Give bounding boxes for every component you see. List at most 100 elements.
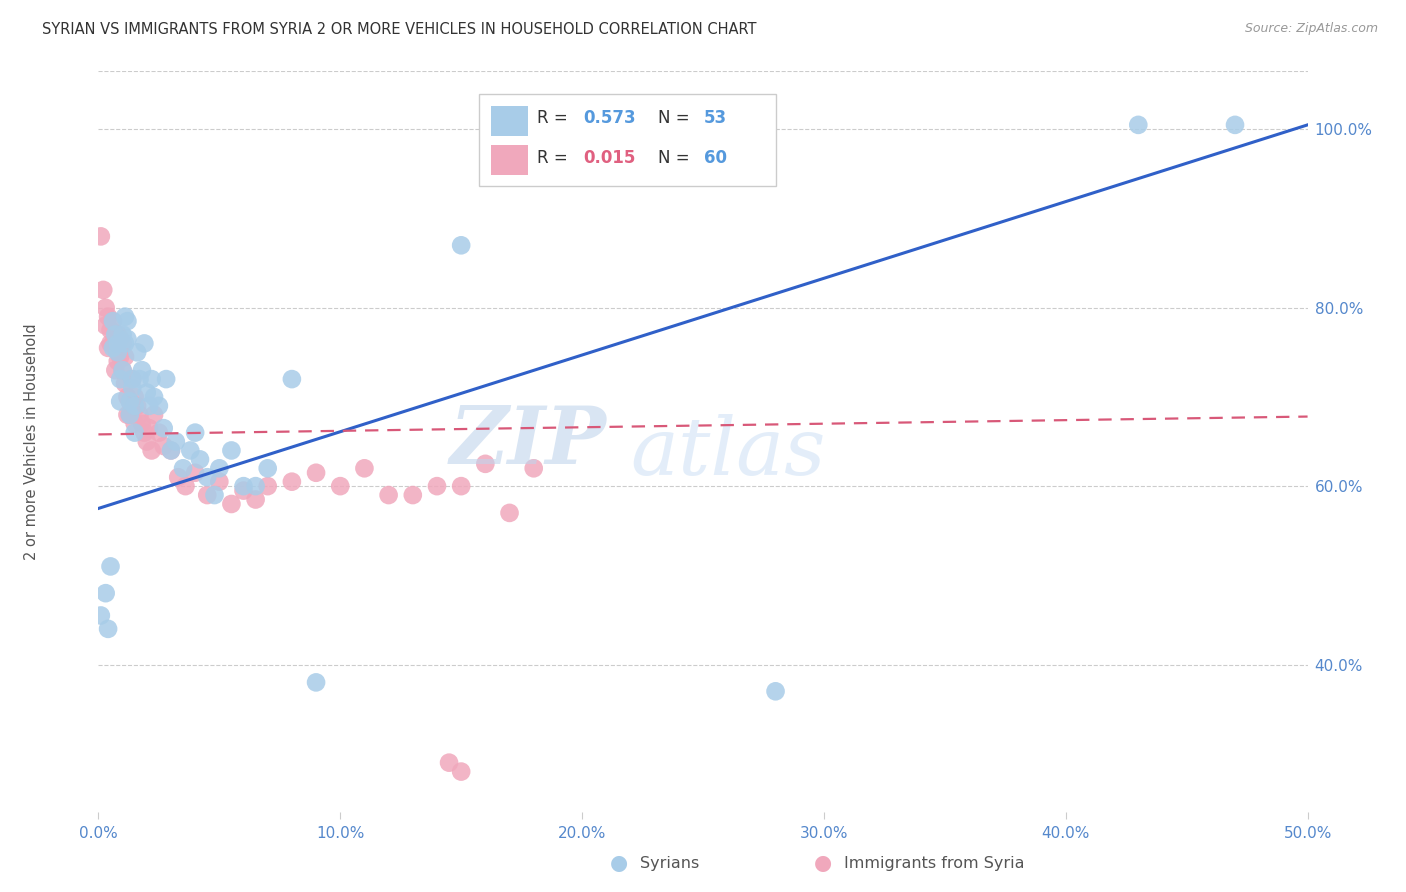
Point — [101, 341, 124, 355]
Text: 0.015: 0.015 — [583, 149, 636, 167]
Point — [160, 443, 183, 458]
Point — [134, 336, 156, 351]
Point — [138, 421, 160, 435]
Point — [118, 394, 141, 409]
Point — [124, 425, 146, 440]
Point — [108, 394, 131, 409]
Point — [281, 475, 304, 489]
Point — [1223, 118, 1246, 132]
Point — [256, 479, 278, 493]
Point — [107, 336, 129, 351]
Point — [172, 461, 194, 475]
Point — [305, 675, 328, 690]
Point — [204, 488, 226, 502]
Point — [127, 399, 149, 413]
Point — [107, 327, 129, 342]
Point — [450, 479, 472, 493]
Point — [97, 622, 120, 636]
Text: 60: 60 — [704, 149, 727, 167]
Text: 53: 53 — [704, 109, 727, 127]
Point — [128, 372, 150, 386]
Point — [118, 408, 141, 422]
Text: Source: ZipAtlas.com: Source: ZipAtlas.com — [1244, 22, 1378, 36]
Point — [124, 417, 146, 431]
Point — [195, 470, 218, 484]
Point — [148, 399, 170, 413]
Point — [281, 372, 304, 386]
Point — [245, 492, 267, 507]
Point — [143, 390, 166, 404]
Point — [121, 381, 143, 395]
FancyBboxPatch shape — [479, 94, 776, 186]
Point — [143, 408, 166, 422]
Point — [100, 559, 122, 574]
Point — [124, 390, 146, 404]
Text: N =: N = — [658, 149, 695, 167]
Point — [97, 341, 120, 355]
Text: ●: ● — [814, 854, 831, 873]
Point — [353, 461, 375, 475]
Point — [148, 425, 170, 440]
Point — [155, 372, 177, 386]
Point — [135, 434, 157, 449]
Point — [107, 354, 129, 368]
Point — [523, 461, 546, 475]
Point — [114, 350, 136, 364]
Text: 0.573: 0.573 — [583, 109, 636, 127]
Text: SYRIAN VS IMMIGRANTS FROM SYRIA 2 OR MORE VEHICLES IN HOUSEHOLD CORRELATION CHAR: SYRIAN VS IMMIGRANTS FROM SYRIA 2 OR MOR… — [42, 22, 756, 37]
Point — [94, 586, 117, 600]
Text: 2 or more Vehicles in Household: 2 or more Vehicles in Household — [24, 323, 39, 560]
Point — [101, 314, 124, 328]
Point — [124, 399, 146, 413]
Point — [128, 408, 150, 422]
Point — [117, 332, 139, 346]
Point — [256, 461, 278, 475]
Point — [179, 443, 201, 458]
Point — [165, 434, 187, 449]
Point — [100, 336, 122, 351]
Point — [117, 408, 139, 422]
Point — [97, 310, 120, 324]
Point — [498, 506, 520, 520]
Text: atlas: atlas — [630, 414, 825, 491]
Text: N =: N = — [658, 109, 695, 127]
Point — [107, 345, 129, 359]
Point — [195, 488, 218, 502]
Point — [104, 363, 127, 377]
Point — [108, 332, 131, 346]
Point — [131, 417, 153, 431]
Point — [174, 479, 197, 493]
Point — [208, 475, 231, 489]
FancyBboxPatch shape — [492, 145, 527, 175]
Point — [141, 443, 163, 458]
Point — [232, 479, 254, 493]
Point — [114, 336, 136, 351]
Point — [131, 363, 153, 377]
Point — [111, 327, 134, 342]
Point — [117, 314, 139, 328]
Text: R =: R = — [537, 109, 574, 127]
Point — [402, 488, 425, 502]
Point — [90, 229, 112, 244]
Point — [138, 399, 160, 413]
FancyBboxPatch shape — [492, 106, 527, 136]
Point — [121, 372, 143, 386]
Point — [141, 372, 163, 386]
Text: Syrians: Syrians — [640, 856, 699, 871]
Point — [474, 457, 496, 471]
Point — [232, 483, 254, 498]
Point — [100, 323, 122, 337]
Point — [167, 470, 190, 484]
Point — [111, 363, 134, 377]
Point — [188, 452, 211, 467]
Point — [329, 479, 352, 493]
Text: ZIP: ZIP — [450, 403, 606, 480]
Point — [108, 350, 131, 364]
Point — [305, 466, 328, 480]
Point — [135, 385, 157, 400]
Point — [160, 443, 183, 458]
Point — [121, 372, 143, 386]
Point — [111, 336, 134, 351]
Point — [91, 283, 114, 297]
Point — [208, 461, 231, 475]
